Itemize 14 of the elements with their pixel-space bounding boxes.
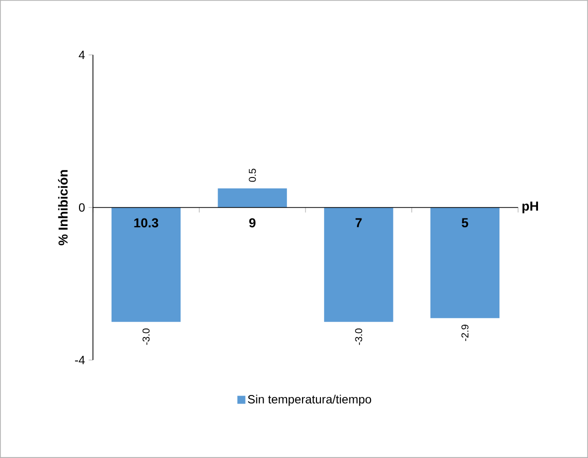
x-tick-label: 5	[462, 218, 468, 228]
x-tick-label: 10.3	[134, 218, 158, 228]
x-tick-label: 9	[249, 218, 256, 228]
data-label: 0.5	[248, 168, 256, 182]
data-label: -3.0	[355, 328, 362, 345]
legend-label: Sin temperatura/tiempo	[248, 394, 372, 406]
data-label: -3.0	[142, 328, 150, 345]
x-tick-label: 7	[356, 218, 362, 228]
y-tick-label: 0	[78, 203, 85, 212]
data-label: -2.9	[461, 324, 468, 342]
y-tick-label: -4	[75, 356, 85, 364]
x-axis-title: pH	[522, 202, 538, 214]
y-tick-label: 4	[78, 50, 85, 60]
y-axis-title: % Inhibición	[58, 170, 68, 246]
